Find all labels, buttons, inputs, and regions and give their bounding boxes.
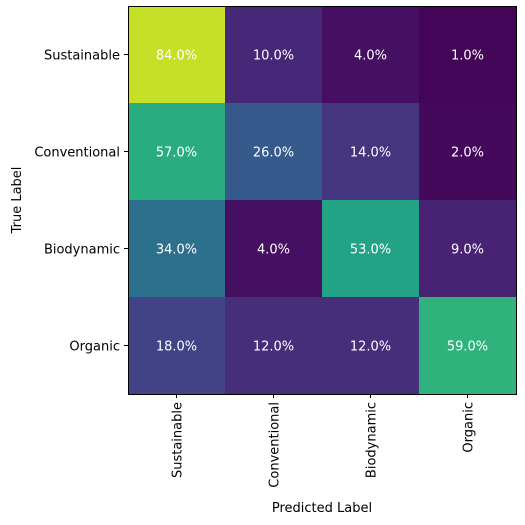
- cell-value-label: 1.0%: [451, 49, 484, 64]
- y-axis-ticks: Sustainable Conventional Biodynamic Organic: [34, 49, 128, 355]
- cell-value-label: 12.0%: [350, 340, 391, 355]
- cell-value-label: 10.0%: [253, 49, 294, 64]
- x-tick-label: Biodynamic: [365, 402, 380, 478]
- heatmap-cell: [225, 297, 323, 395]
- x-tick-label: Sustainable: [171, 402, 186, 478]
- cell-value-label: 14.0%: [350, 146, 391, 161]
- y-tick-label: Biodynamic: [44, 243, 120, 258]
- heatmap-cell: [322, 297, 420, 395]
- cell-value-label: 4.0%: [354, 49, 387, 64]
- heatmap-cell: [322, 6, 420, 104]
- heatmap-cell: [419, 6, 517, 104]
- cell-value-label: 4.0%: [257, 243, 290, 258]
- heatmap-cell: [128, 200, 226, 298]
- cell-value-label: 59.0%: [447, 340, 488, 355]
- y-tick-label: Sustainable: [44, 49, 120, 64]
- heatmap-cell: [128, 103, 226, 201]
- x-axis-title: Predicted Label: [272, 501, 372, 516]
- heatmap-cell: [322, 103, 420, 201]
- cell-value-label: 2.0%: [451, 146, 484, 161]
- cell-value-label: 9.0%: [451, 243, 484, 258]
- heatmap-cells: [128, 6, 517, 395]
- cell-value-label: 26.0%: [253, 146, 294, 161]
- y-axis-title: True Label: [10, 167, 25, 235]
- heatmap-cell: [322, 200, 420, 298]
- cell-value-label: 12.0%: [253, 340, 294, 355]
- heatmap-cell: [225, 103, 323, 201]
- x-tick-label: Conventional: [268, 402, 283, 488]
- x-tick-label: Organic: [462, 402, 477, 453]
- y-tick-label: Conventional: [34, 146, 120, 161]
- y-tick-label: Organic: [69, 340, 120, 355]
- heatmap-cell: [419, 200, 517, 298]
- cell-value-label: 18.0%: [156, 340, 197, 355]
- heatmap-cell: [225, 6, 323, 104]
- x-axis-ticks: Sustainable Conventional Biodynamic Organic: [171, 394, 477, 488]
- heatmap-cell: [128, 297, 226, 395]
- heatmap-cell: [225, 200, 323, 298]
- heatmap-cell: [128, 6, 226, 104]
- cell-value-label: 57.0%: [156, 146, 197, 161]
- cell-value-labels: 84.0% 10.0% 4.0% 1.0% 57.0% 26.0% 14.0% 2.0% 34.…: [156, 49, 488, 355]
- cell-value-label: 34.0%: [156, 243, 197, 258]
- heatmap-cell: [419, 103, 517, 201]
- plot-frame: [128, 6, 517, 395]
- cell-value-label: 84.0%: [156, 49, 197, 64]
- heatmap-cell: [419, 297, 517, 395]
- cell-value-label: 53.0%: [350, 243, 391, 258]
